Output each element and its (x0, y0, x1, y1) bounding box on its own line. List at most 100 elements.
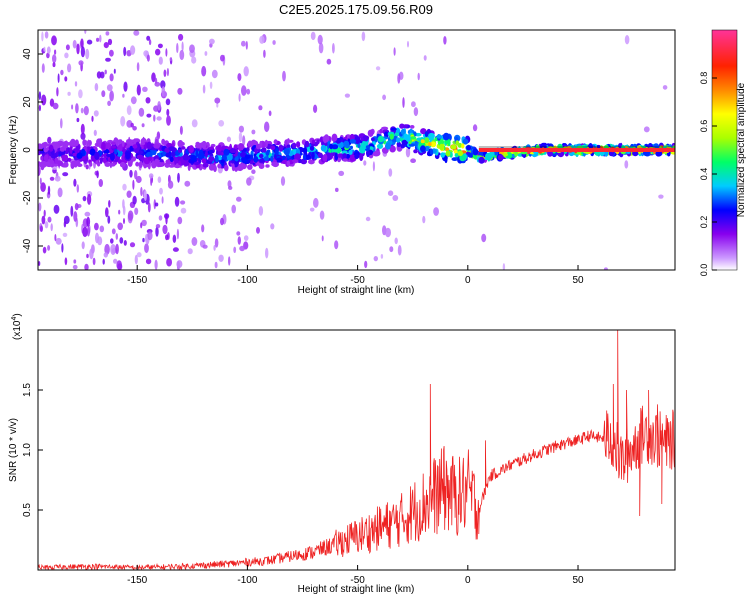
heatmap-ridge-cell (428, 132, 435, 139)
heatmap-ridge-cell (389, 145, 396, 153)
heatmap-ridge-cell (44, 143, 50, 147)
heatmap-y-tick-label: 0 (22, 147, 33, 153)
heatmap-ridge-cell (201, 140, 207, 149)
heatmap-noise-cell (411, 101, 416, 108)
heatmap-noise-cell (43, 46, 46, 52)
heatmap-ridge-cell (43, 154, 49, 163)
heatmap-noise-cell (155, 224, 161, 229)
heatmap-noise-cell (122, 205, 126, 216)
heatmap-noise-cell (165, 234, 169, 241)
heatmap-ridge-cell (231, 163, 235, 172)
colorbar-tick-label: 0.0 (699, 264, 709, 277)
heatmap-noise-cell (38, 91, 42, 101)
heatmap-ridge-cell (322, 135, 329, 143)
heatmap-noise-cell (126, 105, 132, 116)
heatmap-noise-cell (74, 203, 79, 211)
heatmap-noise-cell (154, 259, 158, 270)
heatmap-ridge-cell (271, 162, 279, 167)
heatmap-noise-cell (263, 49, 266, 58)
heatmap-ridge-cell (420, 128, 427, 135)
heatmap-noise-cell (117, 222, 123, 231)
heatmap-ridge-cell (344, 143, 350, 149)
heatmap-ridge-cell (168, 164, 175, 168)
heatmap-noise-cell (165, 213, 168, 225)
heatmap-noise-cell (141, 219, 147, 227)
heatmap-ridge-cell (125, 139, 131, 144)
heatmap-ridge-cell (118, 159, 122, 163)
heatmap-ridge-cell (455, 140, 460, 146)
heatmap-noise-cell (85, 48, 90, 60)
heatmap-noise-cell (201, 65, 207, 77)
heatmap-noise-cell (99, 34, 102, 43)
heatmap-noise-cell (87, 193, 92, 205)
heatmap-noise-cell (363, 160, 367, 166)
heatmap-noise-cell (46, 52, 50, 59)
heatmap-ridge-cell (64, 150, 69, 155)
heatmap-noise-cell (169, 57, 172, 62)
heatmap-noise-cell (146, 54, 150, 62)
heatmap-ridge-cell (146, 141, 153, 150)
heatmap-noise-cell (86, 39, 93, 45)
heatmap-ridge-cell (53, 142, 59, 147)
heatmap-noise-cell (42, 246, 47, 254)
heatmap-y-tick-label: -40 (22, 238, 33, 253)
heatmap-ridge-cell (360, 137, 364, 142)
snr-y-scale: (x104) (11, 313, 23, 340)
heatmap-noise-cell (41, 63, 45, 73)
heatmap-ridge-cell (177, 140, 184, 148)
heatmap-noise-cell (189, 44, 195, 53)
heatmap-noise-cell (259, 35, 265, 44)
heatmap-ridge-cell (247, 164, 253, 170)
heatmap-ridge-cell (445, 150, 451, 157)
heatmap-ridge-cell (311, 139, 316, 145)
heatmap-ridge-cell (158, 152, 161, 158)
heatmap-noise-cell (109, 49, 114, 57)
heatmap-noise-cell (134, 207, 139, 215)
heatmap-noise-cell (76, 117, 80, 123)
heatmap-noise-cell (321, 235, 324, 242)
heatmap-noise-cell (99, 225, 105, 233)
heatmap-noise-cell (385, 227, 391, 238)
heatmap-noise-cell (624, 160, 629, 169)
heatmap-noise-cell (380, 254, 384, 259)
heatmap-noise-cell (332, 43, 335, 54)
heatmap-ridge-cell (259, 140, 263, 148)
heatmap-noise-cell (172, 234, 177, 243)
heatmap-ridge-cell (514, 152, 518, 157)
heatmap-noise-cell (265, 247, 269, 259)
heatmap-ridge-cell (101, 141, 106, 150)
heatmap-noise-cell (94, 222, 99, 231)
heatmap-noise-cell (422, 215, 426, 224)
heatmap-noise-cell (98, 179, 104, 187)
heatmap-ridge-cell (217, 163, 222, 169)
heatmap-ridge-cell (270, 155, 274, 162)
heatmap-noise-cell (167, 180, 174, 189)
heatmap-ridge-cell (442, 132, 450, 141)
heatmap-noise-cell (64, 76, 68, 82)
snr-x-label: Height of straight line (km) (298, 584, 415, 595)
heatmap-noise-cell (237, 236, 241, 245)
heatmap-noise-cell (54, 175, 61, 182)
heatmap-noise-cell (67, 63, 72, 73)
heatmap-ridge-cell (366, 149, 370, 158)
heatmap-noise-cell (123, 218, 125, 224)
heatmap-noise-cell (209, 81, 213, 90)
heatmap-ridge-cell (348, 149, 353, 155)
heatmap-noise-cell (148, 173, 154, 179)
colorbar: 0.0 0.2 0.4 0.6 0.8 Normalized spectral ampl… (699, 29, 747, 277)
heatmap-noise-cell (110, 244, 116, 255)
heatmap-ridge-cell (258, 153, 264, 159)
heatmap-ridge-cell (254, 147, 258, 154)
heatmap-ridge-cell (429, 148, 434, 155)
heatmap-noise-cell (62, 232, 68, 237)
heatmap-noise-cell (76, 184, 80, 193)
heatmap-ridge-cell (110, 141, 116, 146)
heatmap-ridge-cell (400, 143, 406, 149)
heatmap-noise-cell (85, 164, 89, 170)
heatmap-noise-cell (107, 38, 113, 46)
heatmap-ridge-cell (291, 142, 297, 149)
heatmap-noise-cell (153, 114, 156, 122)
heatmap-noise-cell (389, 246, 394, 253)
heatmap-ridge-cell (403, 124, 408, 128)
heatmap-noise-cell (132, 195, 137, 205)
